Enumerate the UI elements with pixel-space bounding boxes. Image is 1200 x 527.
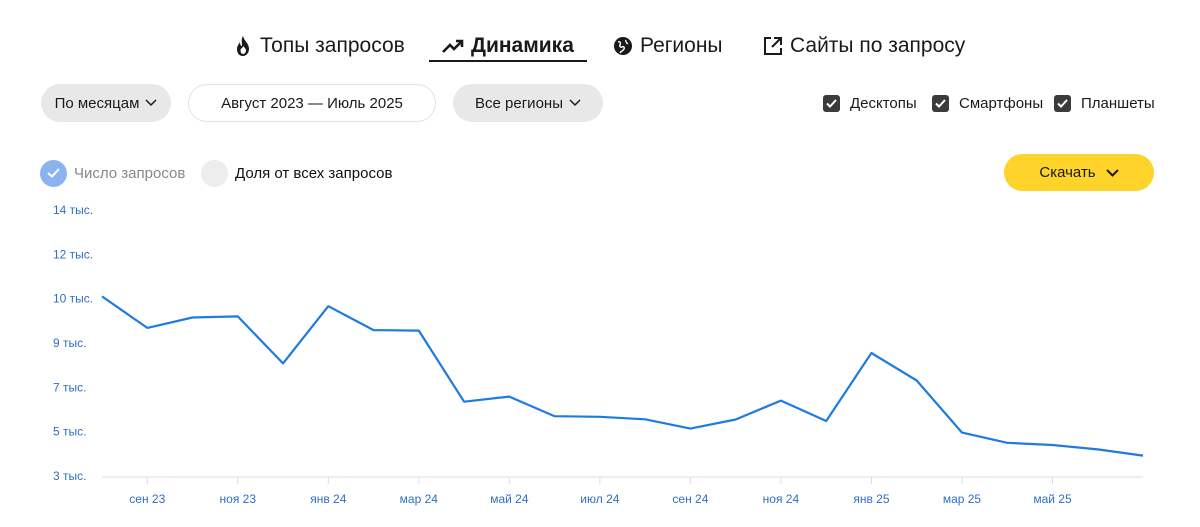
- tab-label: Динамика: [471, 34, 574, 57]
- radio-label: Число запросов: [74, 164, 186, 182]
- period-dropdown[interactable]: По месяцам: [41, 84, 171, 122]
- radio-label: Доля от всех запросов: [235, 164, 393, 182]
- radio-query-share[interactable]: Доля от всех запросов: [201, 159, 392, 187]
- radio-query-count[interactable]: Число запросов: [40, 159, 185, 187]
- y-tick-label: 9 тыс.: [53, 336, 86, 350]
- chevron-down-icon: [1105, 168, 1119, 177]
- checkbox-desktops[interactable]: Десктопы: [823, 93, 917, 113]
- checkbox-checked-icon: [823, 94, 840, 112]
- external-link-icon: [764, 37, 782, 55]
- checkbox-tablets[interactable]: Планшеты: [1054, 93, 1155, 113]
- tab-regions[interactable]: Регионы: [613, 30, 723, 62]
- y-tick-label: 12 тыс.: [53, 247, 93, 261]
- active-tab-indicator: [429, 60, 587, 62]
- y-tick-label: 10 тыс.: [53, 292, 93, 306]
- tab-dynamics[interactable]: Динамика: [442, 30, 574, 62]
- chevron-down-icon: [569, 99, 581, 107]
- download-button[interactable]: Скачать: [1004, 154, 1154, 191]
- x-tick-label: сен 23: [129, 492, 165, 506]
- y-tick-label: 5 тыс.: [53, 425, 86, 439]
- chevron-down-icon: [145, 99, 157, 107]
- y-tick-label: 14 тыс.: [53, 203, 93, 217]
- x-tick-label: ноя 24: [763, 492, 800, 506]
- checkbox-checked-icon: [932, 94, 949, 112]
- tab-label: Сайты по запросу: [790, 34, 966, 57]
- x-tick-label: май 24: [490, 492, 529, 506]
- x-tick-label: ноя 23: [220, 492, 257, 506]
- period-label: По месяцам: [54, 94, 140, 112]
- x-tick-label: мар 25: [943, 492, 982, 506]
- x-tick-label: сен 24: [672, 492, 708, 506]
- flame-icon: [237, 36, 249, 56]
- radio-unselected-icon: [201, 159, 228, 187]
- tab-sites-by-query[interactable]: Сайты по запросу: [763, 30, 965, 62]
- checkbox-label: Смартфоны: [959, 94, 1044, 112]
- checkbox-label: Десктопы: [850, 94, 917, 112]
- x-tick-label: май 25: [1033, 492, 1072, 506]
- x-tick-label: мар 24: [400, 492, 439, 506]
- region-label: Все регионы: [475, 94, 563, 112]
- tab-label: Регионы: [640, 34, 723, 57]
- download-label: Скачать: [1039, 164, 1096, 181]
- tab-top-queries[interactable]: Топы запросов: [233, 30, 405, 62]
- date-range-picker[interactable]: Август 2023 — Июль 2025: [188, 84, 436, 122]
- tab-bar: Топы запросов Динамика Регионы Сайты по …: [0, 30, 1200, 64]
- x-tick-label: янв 25: [853, 492, 890, 506]
- x-tick-label: янв 24: [310, 492, 347, 506]
- region-dropdown[interactable]: Все регионы: [453, 84, 603, 122]
- line-chart: 3 тыс. 5 тыс. 7 тыс. 9 тыс. 10 тыс. 12 тыс. 14…: [53, 203, 1144, 506]
- date-range-label: Август 2023 — Июль 2025: [221, 94, 403, 112]
- x-tick-label: июл 24: [580, 492, 619, 506]
- checkbox-checked-icon: [1054, 94, 1071, 112]
- y-tick-label: 3 тыс.: [53, 469, 86, 483]
- checkbox-smartphones[interactable]: Смартфоны: [932, 93, 1043, 113]
- tab-label: Топы запросов: [260, 34, 405, 57]
- radio-selected-icon: [40, 159, 67, 187]
- y-tick-label: 7 тыс.: [53, 380, 86, 394]
- trend-up-icon: [442, 39, 464, 53]
- globe-icon: [614, 37, 632, 55]
- series-line: [101, 295, 1144, 457]
- checkbox-label: Планшеты: [1081, 94, 1155, 112]
